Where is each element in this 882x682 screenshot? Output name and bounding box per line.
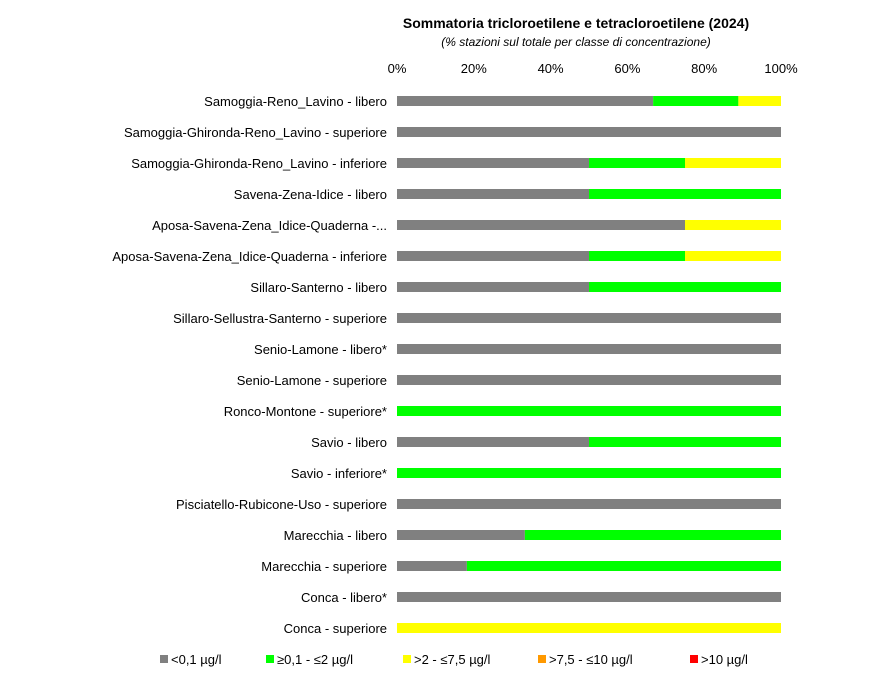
category-labels: Samoggia-Reno_Lavino - libero Samoggia-Gh… [112,94,387,636]
bar-segment [397,561,467,571]
bar-segment [397,623,781,633]
bars [397,96,781,633]
bar-segment [397,375,781,385]
x-tick-label: 80% [691,61,717,76]
x-tick-label: 40% [538,61,564,76]
category-label: Samoggia-Ghironda-Reno_Lavino - inferior… [131,156,387,171]
legend-swatch [690,655,698,663]
legend-label: >2 - ≤7,5 µg/l [414,652,491,667]
category-label: Savio - libero [311,435,387,450]
category-label: Sillaro-Santerno - libero [250,280,387,295]
bar-segment [738,96,781,106]
category-label: Marecchia - superiore [261,559,387,574]
bar-segment [397,592,781,602]
x-tick-label: 20% [461,61,487,76]
legend-label: >7,5 - ≤10 µg/l [549,652,633,667]
bar-segment [589,282,781,292]
bar-segment [397,189,589,199]
category-label: Savio - inferiore* [291,466,387,481]
x-tick-label: 0% [388,61,407,76]
category-label: Aposa-Savena-Zena_Idice-Quaderna -... [152,218,387,233]
bar-segment [589,251,685,261]
bar-segment [397,313,781,323]
bar-segment [397,282,589,292]
category-label: Sillaro-Sellustra-Santerno - superiore [173,311,387,326]
bar-segment [397,468,781,478]
legend-swatch [160,655,168,663]
bar-segment [397,220,685,230]
category-label: Conca - superiore [284,621,387,636]
category-label: Aposa-Savena-Zena_Idice-Quaderna - infer… [112,249,387,264]
category-label: Savena-Zena-Idice - libero [234,187,387,202]
bar-segment [397,344,781,354]
bar-segment [397,437,589,447]
legend-label: ≥0,1 - ≤2 µg/l [277,652,353,667]
bar-segment [589,189,781,199]
bar-segment [685,158,781,168]
bar-segment [397,406,781,416]
x-tick-label: 60% [614,61,640,76]
chart-title: Sommatoria tricloroetilene e tetracloroe… [403,15,749,31]
category-label: Conca - libero* [301,590,387,605]
legend: <0,1 µg/l ≥0,1 - ≤2 µg/l >2 - ≤7,5 µg/l >7,… [160,652,748,667]
category-label: Samoggia-Reno_Lavino - libero [204,94,387,109]
category-label: Marecchia - libero [284,528,387,543]
legend-swatch [538,655,546,663]
legend-label: >10 µg/l [701,652,748,667]
bar-segment [589,437,781,447]
legend-swatch [266,655,274,663]
category-label: Senio-Lamone - superiore [237,373,387,388]
bar-segment [685,220,781,230]
category-label: Ronco-Montone - superiore* [224,404,387,419]
bar-segment [397,251,589,261]
chart-subtitle: (% stazioni sul totale per classe di con… [441,35,710,49]
bar-segment [397,96,654,106]
bar-segment [685,251,781,261]
x-axis-ticks: 0% 20% 40% 60% 80% 100% [388,61,798,76]
category-label: Samoggia-Ghironda-Reno_Lavino - superior… [124,125,387,140]
bar-segment [653,96,739,106]
bar-segment [466,561,781,571]
bar-segment [589,158,685,168]
legend-label: <0,1 µg/l [171,652,222,667]
category-label: Senio-Lamone - libero* [254,342,387,357]
bar-segment [397,158,589,168]
category-label: Pisciatello-Rubicone-Uso - superiore [176,497,387,512]
legend-swatch [403,655,411,663]
x-tick-label: 100% [764,61,798,76]
bar-segment [524,530,781,540]
bar-segment [397,127,781,137]
bar-segment [397,530,525,540]
bar-segment [397,499,781,509]
